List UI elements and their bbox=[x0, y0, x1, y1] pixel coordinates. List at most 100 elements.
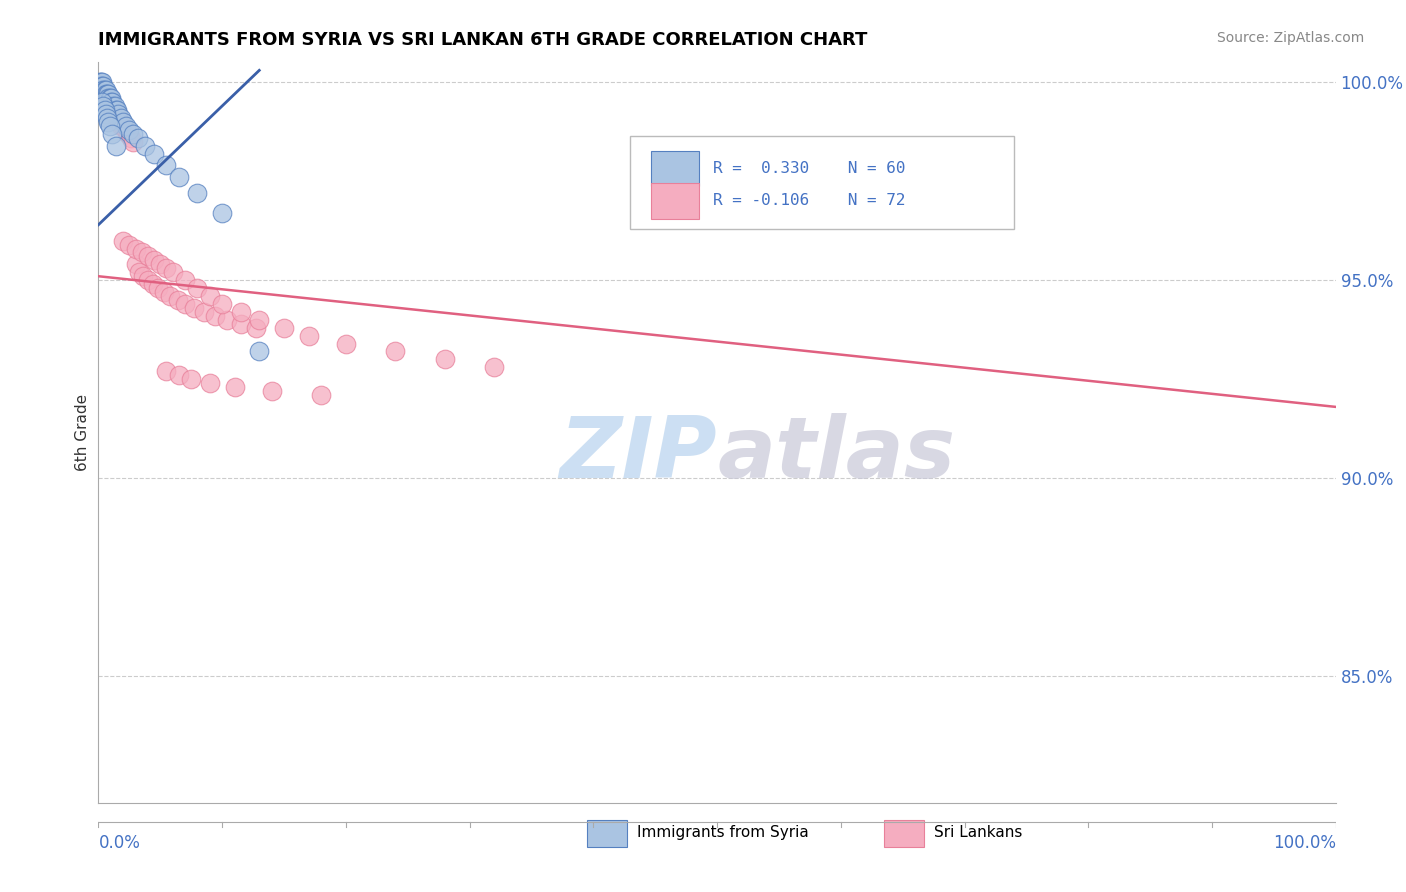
Point bbox=[155, 158, 177, 172]
Text: IMMIGRANTS FROM SYRIA VS SRI LANKAN 6TH GRADE CORRELATION CHART: IMMIGRANTS FROM SYRIA VS SRI LANKAN 6TH … bbox=[98, 31, 868, 49]
Point bbox=[89, 79, 111, 94]
Point bbox=[94, 87, 117, 102]
Point bbox=[136, 273, 159, 287]
Point bbox=[103, 99, 125, 113]
Point bbox=[273, 320, 295, 334]
Point bbox=[127, 130, 149, 145]
Point bbox=[91, 87, 114, 102]
Point bbox=[128, 265, 150, 279]
Point bbox=[93, 91, 115, 105]
Text: Immigrants from Syria: Immigrants from Syria bbox=[637, 825, 808, 840]
Point bbox=[103, 99, 125, 113]
Point bbox=[91, 75, 114, 89]
Text: Source: ZipAtlas.com: Source: ZipAtlas.com bbox=[1216, 31, 1364, 45]
Point bbox=[229, 305, 252, 319]
Bar bbox=[651, 183, 699, 219]
Point bbox=[93, 91, 115, 105]
Point bbox=[89, 83, 111, 97]
Point bbox=[94, 91, 117, 105]
Point bbox=[186, 281, 208, 295]
Point bbox=[211, 297, 233, 311]
Point bbox=[90, 79, 112, 94]
Point bbox=[132, 269, 155, 284]
Point bbox=[100, 99, 122, 113]
Point bbox=[91, 87, 114, 102]
Point bbox=[108, 115, 131, 129]
Point bbox=[124, 242, 146, 256]
Point bbox=[100, 95, 122, 109]
Point bbox=[91, 91, 114, 105]
Point bbox=[96, 111, 118, 125]
Point bbox=[89, 75, 111, 89]
Point bbox=[91, 91, 114, 105]
Point bbox=[93, 79, 115, 94]
Point bbox=[96, 87, 118, 102]
Point bbox=[101, 99, 124, 113]
Point bbox=[114, 119, 136, 133]
Point bbox=[90, 83, 112, 97]
Point bbox=[174, 297, 197, 311]
Point bbox=[91, 83, 114, 97]
FancyBboxPatch shape bbox=[630, 136, 1014, 229]
Point bbox=[90, 75, 112, 89]
Point bbox=[183, 301, 205, 315]
Point bbox=[97, 91, 120, 105]
Point bbox=[90, 83, 112, 97]
Point bbox=[97, 115, 120, 129]
Point bbox=[122, 127, 145, 141]
Point bbox=[298, 328, 321, 343]
Point bbox=[162, 265, 184, 279]
Point bbox=[245, 320, 267, 334]
Point bbox=[105, 111, 128, 125]
Point bbox=[94, 107, 117, 121]
Point bbox=[124, 257, 146, 271]
Point bbox=[94, 91, 117, 105]
Point bbox=[118, 237, 141, 252]
Point bbox=[224, 380, 246, 394]
Point bbox=[112, 234, 135, 248]
Point bbox=[149, 257, 172, 271]
Point bbox=[146, 281, 169, 295]
Point bbox=[96, 91, 118, 105]
Point bbox=[94, 83, 117, 97]
Point bbox=[103, 103, 125, 117]
Point bbox=[94, 87, 117, 102]
Point bbox=[114, 122, 136, 136]
Point bbox=[104, 107, 127, 121]
Point bbox=[309, 388, 332, 402]
Point bbox=[131, 245, 153, 260]
Point bbox=[90, 79, 112, 94]
Point bbox=[153, 285, 176, 299]
Point bbox=[89, 79, 111, 94]
Point bbox=[93, 83, 115, 97]
Point bbox=[91, 83, 114, 97]
Point bbox=[110, 111, 132, 125]
Point bbox=[98, 119, 121, 133]
Point bbox=[93, 103, 115, 117]
Y-axis label: 6th Grade: 6th Grade bbox=[75, 394, 90, 471]
Point bbox=[98, 95, 121, 109]
Point bbox=[384, 344, 406, 359]
Point bbox=[112, 119, 135, 133]
Point bbox=[93, 99, 115, 113]
Point bbox=[100, 91, 122, 105]
Point bbox=[143, 146, 166, 161]
Point bbox=[134, 138, 156, 153]
Point bbox=[93, 91, 115, 105]
Point bbox=[107, 111, 129, 125]
Point bbox=[93, 87, 115, 102]
Point bbox=[120, 130, 142, 145]
Point bbox=[104, 138, 127, 153]
Point bbox=[105, 103, 128, 117]
Text: ZIP: ZIP bbox=[560, 413, 717, 496]
Point bbox=[97, 91, 120, 105]
Point bbox=[260, 384, 283, 398]
Text: R = -0.106    N = 72: R = -0.106 N = 72 bbox=[713, 194, 905, 209]
Point bbox=[97, 95, 120, 109]
Point bbox=[96, 95, 118, 109]
Bar bbox=[884, 820, 924, 847]
Point bbox=[174, 273, 197, 287]
Point bbox=[484, 360, 506, 375]
Point bbox=[204, 309, 226, 323]
Point bbox=[122, 135, 145, 149]
